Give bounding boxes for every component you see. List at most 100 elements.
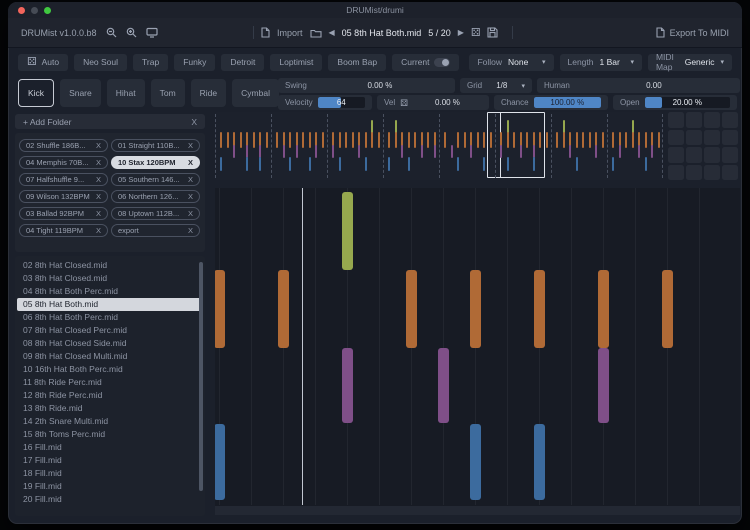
chance-slider[interactable]: 100.00 % [533,97,601,108]
folder-chip[interactable]: 01 Straight 110B... X [111,139,200,152]
open-folder-icon[interactable] [309,28,322,38]
kit-tab-snare[interactable]: Snare [60,79,101,107]
file-row[interactable]: 10 16th Hat Both Perc.mid [23,364,123,374]
follow-dropdown[interactable]: Follow None ▾ [469,53,554,71]
folder-chip[interactable]: 05 Southern 146... X [111,173,200,186]
file-row[interactable]: 19 Fill.mid [23,481,62,491]
style-button-boom-bap[interactable]: Boom Bap [328,53,387,71]
dice-icon[interactable]: ⚄ [400,97,408,108]
pattern-editor-grid[interactable] [215,188,740,515]
folder-chip-close-icon[interactable]: X [95,141,101,150]
zoom-window-button[interactable] [44,7,51,14]
next-file-button[interactable]: ▶ [457,28,464,37]
current-toggle-switch[interactable] [434,57,451,67]
midi-map-dropdown[interactable]: MIDI Map Generic ▾ [647,52,732,72]
velocity-slider[interactable]: 64 [317,97,365,108]
pad[interactable] [686,164,702,180]
note-orange[interactable] [598,270,609,348]
note-orange[interactable] [470,270,481,348]
folder-chip-close-icon[interactable]: X [95,158,101,167]
file-row[interactable]: 16 Fill.mid [23,442,62,452]
style-button-neo-soul[interactable]: Neo Soul [74,53,128,71]
file-row[interactable]: 07 8th Hat Closed Perc.mid [23,325,127,335]
pattern-overview[interactable] [215,112,663,180]
kit-tab-hihat[interactable]: Hihat [106,79,145,107]
pad[interactable] [704,164,720,180]
pad[interactable] [722,147,738,163]
save-icon[interactable] [487,27,499,38]
folder-chip-close-icon[interactable]: X [187,141,193,150]
folder-chip[interactable]: export X [111,224,200,237]
current-toggle-button[interactable]: Current [392,53,460,71]
grid-horizontal-scrollbar[interactable] [215,506,740,515]
auto-button[interactable]: ⚄ Auto [18,53,69,71]
add-folder-header[interactable]: + Add Folder X [15,114,205,129]
file-row[interactable]: 08 8th Hat Closed Side.mid [23,338,127,348]
zoom-out-icon[interactable] [106,27,117,38]
kit-tab-cymbal[interactable]: Cymbal [232,79,279,107]
zoom-in-icon[interactable] [126,27,137,38]
note-purple[interactable] [342,348,353,423]
pad[interactable] [668,147,684,163]
file-row[interactable]: 14 2th Snare Multi.mid [23,416,109,426]
file-row[interactable]: 18 Fill.mid [23,468,62,478]
close-window-button[interactable] [18,7,25,14]
file-row[interactable]: 13 8th Ride.mid [23,403,83,413]
file-row[interactable]: 04 8th Hat Both Perc.mid [23,286,118,296]
kit-tab-ride[interactable]: Ride [190,79,227,107]
file-row[interactable]: 11 8th Ride Perc.mid [23,377,102,387]
pad[interactable] [722,129,738,145]
note-blue[interactable] [470,424,481,500]
add-folder-button[interactable]: + Add Folder [23,116,72,127]
style-button-trap[interactable]: Trap [133,53,169,71]
note-orange[interactable] [534,270,545,348]
file-row[interactable]: 12 8th Ride Perc.mid [23,390,103,400]
folder-chip-close-icon[interactable]: X [187,226,193,235]
human-field[interactable]: Human 0.00 [537,78,740,93]
note-orange[interactable] [278,270,289,348]
pad[interactable] [668,164,684,180]
playhead[interactable] [302,188,303,505]
chance-field[interactable]: Chance 100.00 % [494,95,608,110]
pad[interactable] [722,164,738,180]
style-button-detroit[interactable]: Detroit [221,53,265,71]
file-row[interactable]: 03 8th Hat Closed.mid [23,273,108,283]
note-orange[interactable] [215,270,225,348]
folder-chip[interactable]: 09 Wilson 132BPM X [19,190,108,203]
note-blue[interactable] [215,424,225,500]
folder-chip-close-icon[interactable]: X [95,226,101,235]
export-to-midi-button[interactable]: Export To MIDI [669,27,729,38]
file-row[interactable]: 15 8th Toms Perc.mid [23,429,106,439]
folder-chip[interactable]: 08 Uptown 112B... X [111,207,200,220]
pad[interactable] [722,112,738,128]
kit-tab-kick[interactable]: Kick [18,79,55,107]
open-slider[interactable]: 20.00 % [644,97,730,108]
velocity-field[interactable]: Velocity 64 [278,95,372,110]
note-orange[interactable] [406,270,417,348]
folder-chip[interactable]: 10 Stax 120BPM X [111,156,200,169]
pad[interactable] [668,129,684,145]
pad[interactable] [686,112,702,128]
style-button-funky[interactable]: Funky [174,53,216,71]
file-row[interactable]: 02 8th Hat Closed.mid [23,260,108,270]
file-row[interactable]: 06 8th Hat Both Perc.mid [23,312,118,322]
folder-chip-close-icon[interactable]: X [187,209,193,218]
note-purple[interactable] [438,348,449,423]
file-row[interactable]: 09 8th Hat Closed Multi.mid [23,351,128,361]
note-orange[interactable] [662,270,673,348]
open-field[interactable]: Open 20.00 % [613,95,737,110]
folder-chip[interactable]: 04 Tight 119BPM X [19,224,108,237]
file-row[interactable]: 17 Fill.mid [23,455,62,465]
folder-chip-close-icon[interactable]: X [95,192,101,201]
kit-tab-tom[interactable]: Tom [150,79,185,107]
note-blue[interactable] [534,424,545,500]
folder-chip-close-icon[interactable]: X [95,209,101,218]
pad[interactable] [704,112,720,128]
length-dropdown[interactable]: Length 1 Bar ▾ [559,53,642,71]
swing-field[interactable]: Swing 0.00 % [278,78,455,93]
folder-chip[interactable]: 04 Memphis 70B... X [19,156,108,169]
pad[interactable] [686,129,702,145]
minimize-window-button[interactable] [31,7,38,14]
folder-chip[interactable]: 02 Shuffle 186B... X [19,139,108,152]
pad[interactable] [686,147,702,163]
